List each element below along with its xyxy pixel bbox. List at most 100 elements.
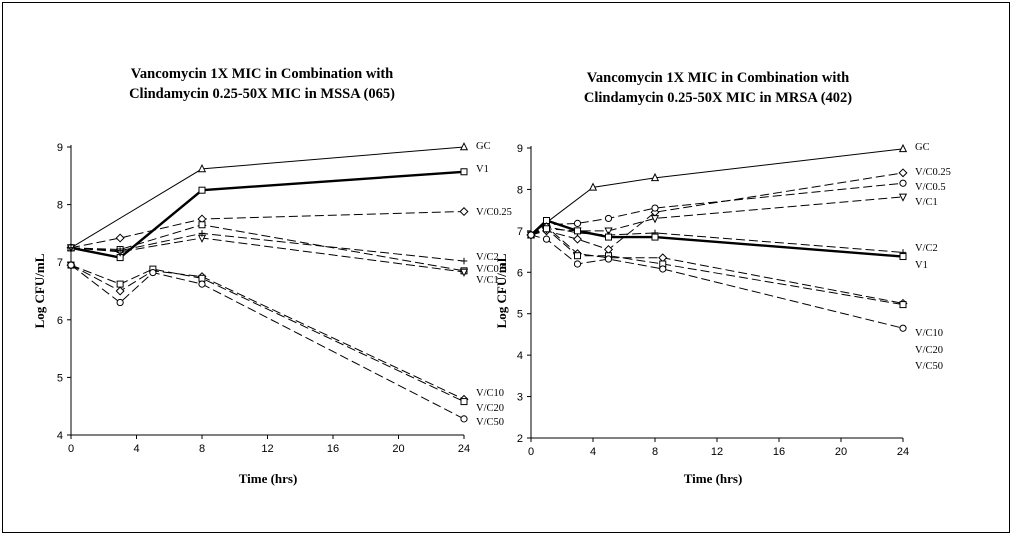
chart-left-series-gc-point bbox=[459, 142, 469, 151]
chart-right-series-v-c0-5-point bbox=[604, 214, 613, 223]
chart-right-y-tick-label: 2 bbox=[517, 433, 523, 445]
chart-right-series-v-c1-label: V/C1 bbox=[915, 197, 938, 208]
chart-left-series-v-c10: V/C10 bbox=[66, 260, 504, 404]
chart-left-series-v-c1-point bbox=[459, 268, 469, 277]
chart-left-x-tick-label: 12 bbox=[261, 443, 273, 455]
chart-left-title-line2: Clindamycin 0.25-50X MIC in MSSA (065) bbox=[129, 86, 395, 102]
chart-right-series-gc: GC bbox=[526, 142, 930, 239]
chart-left-y-tick-label: 9 bbox=[57, 142, 63, 154]
chart-left-series-v-c20-line bbox=[70, 264, 465, 403]
chart-right-xlabel: Time (hrs) bbox=[684, 471, 743, 486]
chart-left-x-tick-label: 16 bbox=[327, 443, 339, 455]
chart-right-ylabel: Log CFU/mL bbox=[494, 253, 509, 328]
chart-right-series-v1-point bbox=[651, 233, 659, 241]
chart-right-series-v1: V1 bbox=[527, 217, 928, 271]
chart-right-series-v-c0-25: V/C0.25 bbox=[526, 167, 951, 255]
chart-right-series-gc-point bbox=[588, 182, 598, 191]
chart-right-series-v-c50-point bbox=[527, 231, 535, 239]
chart-left-series-v-c50-point bbox=[67, 261, 75, 269]
chart-right-series-v-c0-5-line bbox=[530, 182, 904, 236]
chart-right-x-tick-label: 20 bbox=[835, 446, 847, 458]
chart-right-series-gc-point bbox=[650, 172, 660, 182]
chart-right: Vancomycin 1X MIC in Combination with Cl… bbox=[494, 70, 951, 486]
chart-left-series-v-c20: V/C20 bbox=[67, 261, 504, 414]
chart-right-y-tick-label: 6 bbox=[517, 267, 523, 279]
chart-right-series-v-c20-point bbox=[574, 252, 581, 260]
chart-left-title-line1: Vancomycin 1X MIC in Combination with bbox=[131, 66, 394, 82]
chart-right-x-tick-label: 24 bbox=[897, 446, 909, 458]
chart-left-series-v1-line bbox=[70, 170, 465, 259]
chart-right-y-tick-label: 7 bbox=[517, 226, 523, 238]
chart-left-series-v-c2: V/C2 bbox=[67, 230, 499, 265]
chart-right-series-v-c50-line bbox=[530, 234, 904, 329]
chart-right-series-v-c10-label: V/C10 bbox=[915, 328, 943, 339]
chart-left-series-v-c50-point bbox=[198, 280, 206, 288]
chart-right-series-v-c0-5-point bbox=[651, 204, 659, 212]
chart-left-series-v-c0-25-point bbox=[115, 233, 125, 243]
chart-left-series-v-c10-point bbox=[115, 286, 125, 296]
chart-right-series-v-c50-point bbox=[573, 260, 582, 268]
chart-left-series-v-c0-5-label: V/C0.5 bbox=[476, 264, 507, 275]
chart-left-series-v-c50-point bbox=[116, 298, 124, 307]
chart-left-series-gc-line bbox=[70, 146, 465, 249]
chart-left-x-tick-label: 20 bbox=[392, 443, 404, 455]
chart-left-series-v-c20-point bbox=[198, 274, 206, 282]
chart-left-series-v-c0-5-point bbox=[198, 221, 206, 229]
chart-right-series-v-c50: V/C50 bbox=[527, 231, 943, 372]
chart-left-series-v-c50-point bbox=[149, 268, 157, 277]
chart-right-series-v-c20-point bbox=[543, 225, 550, 233]
chart-left-series-v-c10-line bbox=[70, 264, 465, 400]
chart-left-series-v-c20-label: V/C20 bbox=[476, 403, 504, 414]
chart-right-plot: 0 4 8 12 16 20 24 2 3 4 5 6 7 8 9 GC V/C0.25 V/C0.5 V/C1 V/… bbox=[517, 142, 951, 458]
chart-right-series-v-c0-5-label: V/C0.5 bbox=[915, 182, 946, 193]
chart-right-x-tick-label: 4 bbox=[590, 446, 596, 458]
chart-left: Vancomycin 1X MIC in Combination with Cl… bbox=[32, 66, 512, 486]
chart-right-series-v-c1-point bbox=[898, 193, 908, 202]
chart-right-series-v1-point bbox=[574, 227, 581, 235]
chart-left-series-gc-label: GC bbox=[476, 141, 491, 152]
chart-right-series-v-c50-point bbox=[604, 255, 613, 263]
chart-left-y-tick-label: 4 bbox=[57, 430, 63, 442]
chart-right-title-line1: Vancomycin 1X MIC in Combination with bbox=[587, 70, 850, 86]
chart-right-y-tick-label: 8 bbox=[517, 184, 523, 196]
chart-right-x-tick-label: 12 bbox=[711, 446, 723, 458]
chart-right-series-v-c20-label: V/C20 bbox=[915, 345, 943, 356]
chart-left-series-v1-label: V1 bbox=[476, 164, 489, 175]
chart-left-series-v-c1-line bbox=[70, 237, 465, 273]
chart-left-xlabel: Time (hrs) bbox=[239, 471, 298, 486]
chart-right-series-v-c2-label: V/C2 bbox=[915, 243, 938, 254]
chart-left-series-v-c50-label: V/C50 bbox=[476, 417, 504, 428]
chart-right-series-v-c1-point bbox=[650, 215, 660, 224]
chart-left-y-tick-label: 7 bbox=[57, 257, 63, 269]
chart-right-y-tick-label: 3 bbox=[517, 392, 523, 404]
chart-right-x-tick-label: 8 bbox=[652, 446, 658, 458]
chart-right-series-v-c50-point bbox=[659, 265, 667, 273]
chart-left-series-v-c50-line bbox=[70, 264, 465, 420]
chart-right-series-v-c20-point bbox=[899, 301, 907, 309]
chart-right-y-tick-label: 4 bbox=[517, 350, 523, 362]
chart-left-series-v-c0-25-point bbox=[459, 207, 469, 217]
chart-right-x-tick-label: 0 bbox=[528, 446, 534, 458]
chart-left-series-v1-point bbox=[460, 168, 468, 176]
chart-left-series-v-c2-point bbox=[67, 244, 75, 252]
chart-left-series-gc-point bbox=[197, 163, 207, 173]
chart-left-series-v-c20-point bbox=[460, 398, 468, 406]
chart-right-series-v-c50-label: V/C50 bbox=[915, 361, 943, 372]
chart-left-series-v-c2-point bbox=[198, 230, 206, 237]
chart-right-series-v-c2: V/C2 bbox=[527, 223, 938, 256]
chart-right-series-v-c50-point bbox=[899, 324, 907, 332]
chart-right-series-v-c0-25-point bbox=[898, 168, 908, 178]
chart-right-series-v-c0-5-point bbox=[899, 179, 907, 187]
chart-left-series-v-c2-label: V/C2 bbox=[476, 252, 499, 263]
chart-left-series-v-c2-point bbox=[460, 257, 468, 265]
chart-left-series-v-c0-5-line bbox=[70, 224, 465, 272]
chart-left-series-v-c20-point bbox=[116, 280, 124, 288]
chart-left-y-tick-label: 6 bbox=[57, 315, 63, 327]
chart-left-series-v-c0-25-label: V/C0.25 bbox=[476, 207, 512, 218]
chart-left-x-tick-label: 8 bbox=[199, 443, 205, 455]
chart-right-series-v-c10-point bbox=[658, 253, 668, 263]
chart-right-series-v1-line bbox=[530, 219, 904, 258]
chart-right-series-v1-label: V1 bbox=[915, 260, 928, 271]
